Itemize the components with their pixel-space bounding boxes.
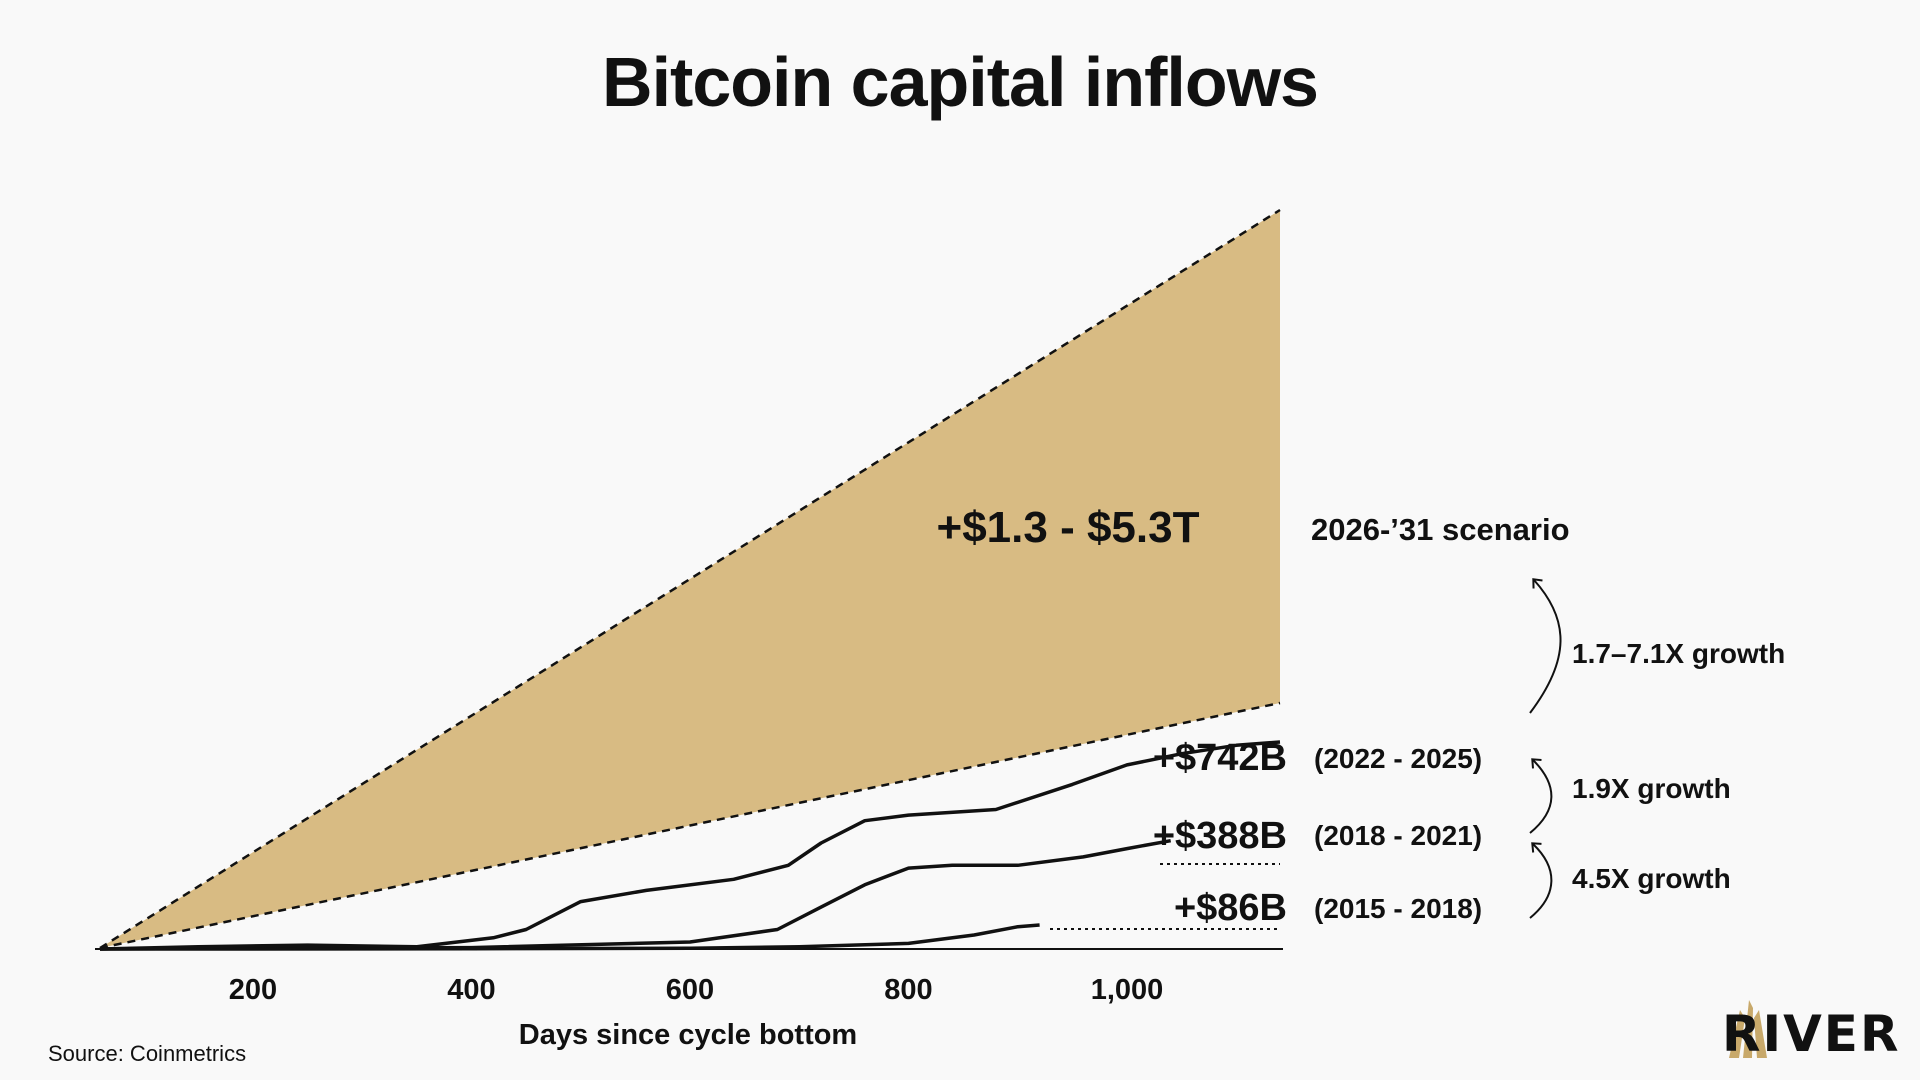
series-layer [99,740,1281,951]
growth-arrow-1-9x [1529,758,1553,834]
x-tick-layer: 200 400 600 800 1,000 [229,974,1163,1006]
period-label-2018-2021: (2018 - 2021) [1314,820,1482,851]
x-tick-label: 400 [447,974,495,1006]
x-axis-label: Days since cycle bottom [519,1019,857,1051]
series-line-1 [99,838,1172,951]
total-label-2015-2018: +$86B [1174,887,1287,929]
growth-arrow-scenario [1529,578,1562,714]
period-label-2015-2018: (2015 - 2018) [1314,893,1482,924]
source-note: Source: Coinmetrics [48,1041,247,1066]
growth-annotation-scenario: 1.7–7.1X growth [1572,638,1785,669]
growth-annotation-1-9x: 1.9X growth [1572,773,1731,804]
scenario-upper-bound [99,208,1281,950]
scenario-range-label: +$1.3 - $5.3T [937,503,1200,552]
river-logo-icon [1729,1000,1767,1058]
period-label-2022-2025: (2022 - 2025) [1314,743,1482,774]
brand-wordmark: RIVER [1722,1005,1901,1063]
scenario-lower-bound [99,701,1281,950]
chart-title: Bitcoin capital inflows [602,43,1319,121]
total-label-2022-2025: +$742B [1153,737,1287,779]
x-tick-label: 200 [229,974,277,1006]
scenario-name-label: 2026-’31 scenario [1311,512,1570,547]
series-line-2 [99,740,1281,951]
total-label-2018-2021: +$388B [1153,815,1287,857]
growth-annotation-4-5x: 4.5X growth [1572,863,1731,894]
x-tick-label: 600 [666,974,714,1006]
x-tick-label: 1,000 [1091,974,1164,1006]
x-tick-label: 800 [884,974,932,1006]
growth-arrow-4-5x [1529,842,1553,919]
